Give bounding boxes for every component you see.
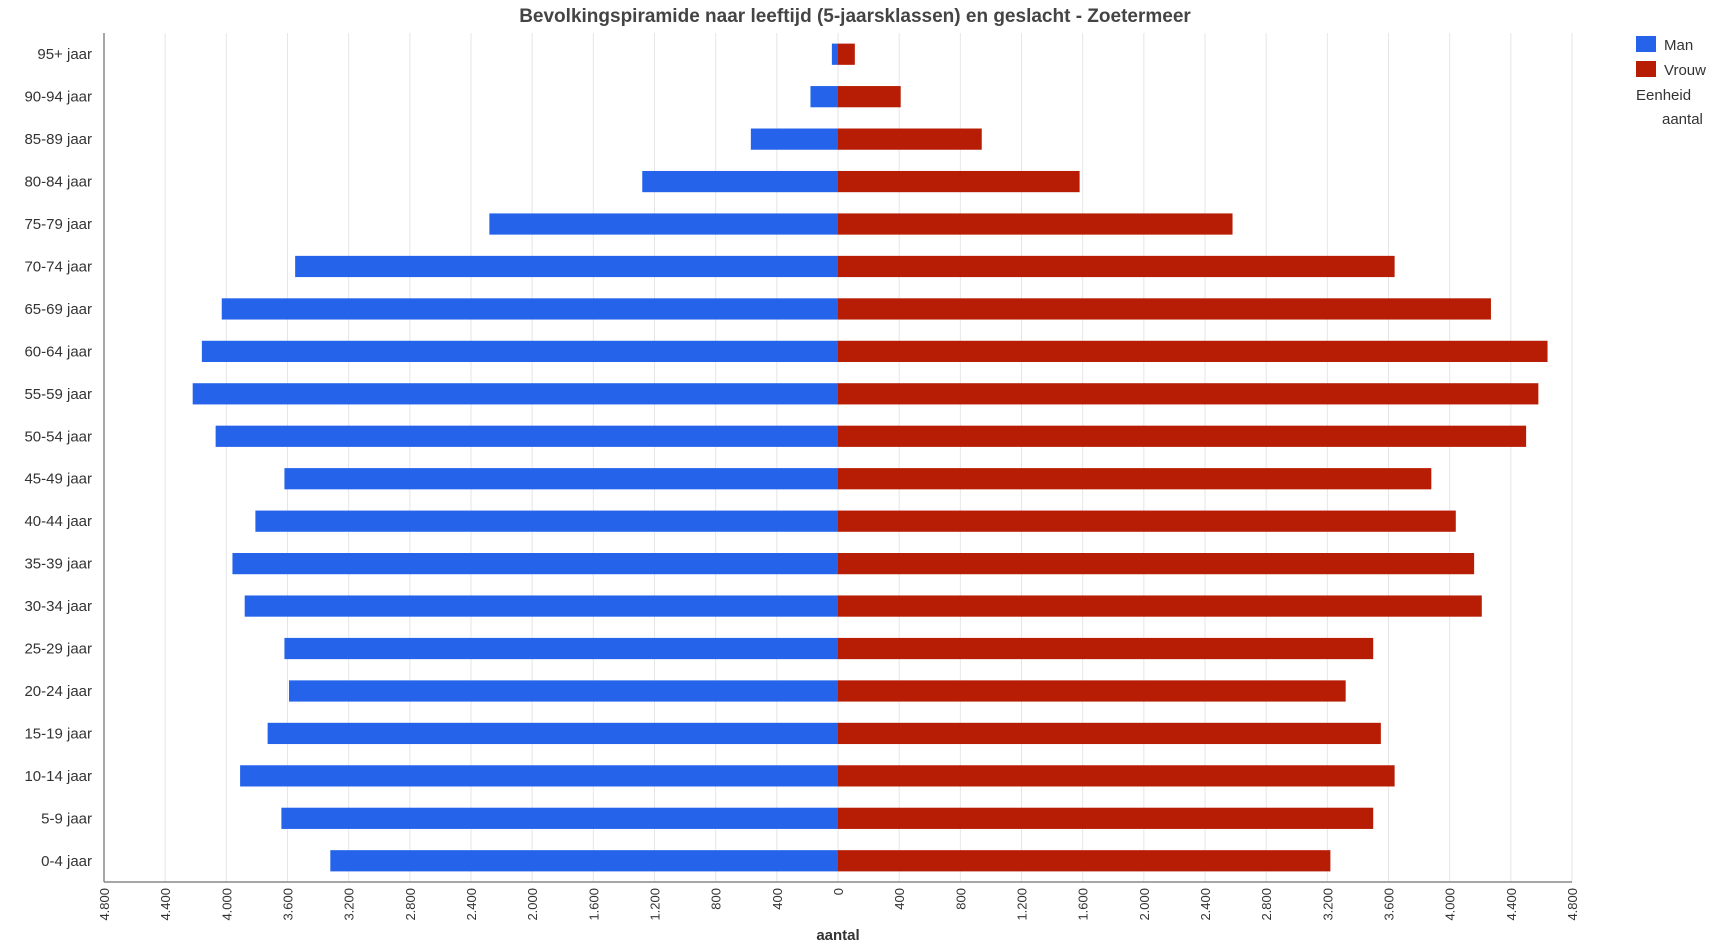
bar-man <box>284 468 839 490</box>
x-tick-label: 4.000 <box>1443 888 1458 921</box>
bar-vrouw <box>838 170 1080 193</box>
x-tick-label: 3.600 <box>281 888 296 921</box>
category-labels: 95+ jaar 90-94 jaar 85-89 jaar 80-84 jaar 75… <box>24 46 92 870</box>
bar-man <box>295 255 838 278</box>
x-tick-label: 4.000 <box>219 888 234 921</box>
legend-unit-label: Eenheid <box>1636 87 1691 104</box>
x-tick-label: 4.800 <box>1565 888 1580 921</box>
x-tick-label: 1.200 <box>648 888 663 921</box>
x-tick-label: 800 <box>709 888 724 910</box>
bar-man <box>750 128 838 150</box>
bar-vrouw <box>838 468 1432 490</box>
x-tick-label: 3.200 <box>1320 888 1335 921</box>
category-label: 80-84 jaar <box>24 174 92 191</box>
category-label: 10-14 jaar <box>24 768 92 785</box>
category-label: 15-19 jaar <box>24 725 92 742</box>
bar-man <box>201 340 838 362</box>
category-label: 55-59 jaar <box>24 386 92 403</box>
bar-man <box>810 86 838 108</box>
legend-label-vrouw: Vrouw <box>1664 62 1706 79</box>
bar-man <box>215 425 839 447</box>
bar-man <box>221 298 838 320</box>
x-tick-label: 0 <box>831 888 846 895</box>
bar-vrouw <box>838 340 1548 362</box>
x-tick-label: 1.600 <box>586 888 601 921</box>
x-tick-label: 400 <box>892 888 907 910</box>
x-tick-label: 2.400 <box>464 888 479 921</box>
bar-vrouw <box>838 298 1491 320</box>
bar-man <box>281 807 839 829</box>
category-label: 85-89 jaar <box>24 131 92 148</box>
x-tick-labels: 4.800 4.400 4.000 3.600 3.200 2.800 2.400 2.000… <box>97 888 1580 921</box>
bar-man <box>267 722 838 745</box>
gridlines <box>103 33 1573 882</box>
category-label: 20-24 jaar <box>24 683 92 700</box>
x-tick-label: 2.000 <box>1137 888 1152 921</box>
x-tick-label: 4.400 <box>1504 888 1519 921</box>
bar-man <box>831 43 838 65</box>
bar-vrouw <box>838 128 982 150</box>
category-label: 60-64 jaar <box>24 343 92 360</box>
bar-man <box>255 510 838 532</box>
x-axis-label: aantal <box>816 927 859 944</box>
bar-vrouw <box>838 807 1374 829</box>
bar-vrouw <box>838 86 901 108</box>
bar-man <box>642 170 838 193</box>
bar-man <box>232 553 838 575</box>
category-label: 0-4 jaar <box>41 853 92 870</box>
bar-vrouw <box>838 255 1395 278</box>
category-label: 40-44 jaar <box>24 513 92 530</box>
bar-man <box>489 213 838 235</box>
category-label: 50-54 jaar <box>24 428 92 445</box>
x-tick-label: 3.200 <box>342 888 357 921</box>
bar-man <box>244 595 838 617</box>
bar-vrouw <box>838 722 1381 745</box>
x-tick-label: 2.800 <box>1259 888 1274 921</box>
x-tick-label: 4.400 <box>158 888 173 921</box>
bar-man <box>240 765 839 787</box>
legend-swatch-man <box>1636 36 1656 52</box>
bar-vrouw <box>838 680 1346 702</box>
bar-vrouw <box>838 765 1395 787</box>
category-label: 90-94 jaar <box>24 89 92 106</box>
bar-vrouw <box>838 43 855 65</box>
category-label: 5-9 jaar <box>41 810 92 827</box>
bar-man <box>192 383 839 405</box>
category-label: 45-49 jaar <box>24 471 92 488</box>
bar-vrouw <box>838 383 1539 405</box>
x-tick-label: 2.800 <box>403 888 418 921</box>
legend-swatch-vrouw <box>1636 61 1656 77</box>
category-label: 30-34 jaar <box>24 598 92 615</box>
x-tick-label: 3.600 <box>1382 888 1397 921</box>
bar-man <box>284 637 839 660</box>
x-tick-label: 2.000 <box>525 888 540 921</box>
bar-vrouw <box>838 213 1233 235</box>
bar-vrouw <box>838 637 1374 660</box>
category-label: 25-29 jaar <box>24 641 92 658</box>
bar-vrouw <box>838 510 1456 532</box>
x-tick-label: 400 <box>770 888 785 910</box>
bar-man <box>289 680 838 702</box>
x-tick-label: 2.400 <box>1198 888 1213 921</box>
chart-title: Bevolkingspiramide naar leeftijd (5-jaar… <box>519 6 1191 27</box>
x-tick-label: 4.800 <box>97 888 112 921</box>
legend-label-man: Man <box>1664 37 1693 54</box>
bar-vrouw <box>838 553 1475 575</box>
bars <box>192 43 1548 872</box>
category-label: 35-39 jaar <box>24 556 92 573</box>
category-label: 95+ jaar <box>37 46 92 63</box>
x-tick-label: 800 <box>953 888 968 910</box>
x-tick-label: 1.200 <box>1015 888 1030 921</box>
legend: Man Vrouw Eenheid aantal <box>1636 36 1706 128</box>
bar-vrouw <box>838 425 1527 447</box>
bar-man <box>330 850 838 872</box>
bar-vrouw <box>838 595 1482 617</box>
x-tick-label: 1.600 <box>1076 888 1091 921</box>
category-label: 65-69 jaar <box>24 301 92 318</box>
category-label: 70-74 jaar <box>24 258 92 275</box>
category-label: 75-79 jaar <box>24 216 92 233</box>
bar-vrouw <box>838 850 1331 872</box>
legend-unit-value: aantal <box>1662 111 1703 128</box>
